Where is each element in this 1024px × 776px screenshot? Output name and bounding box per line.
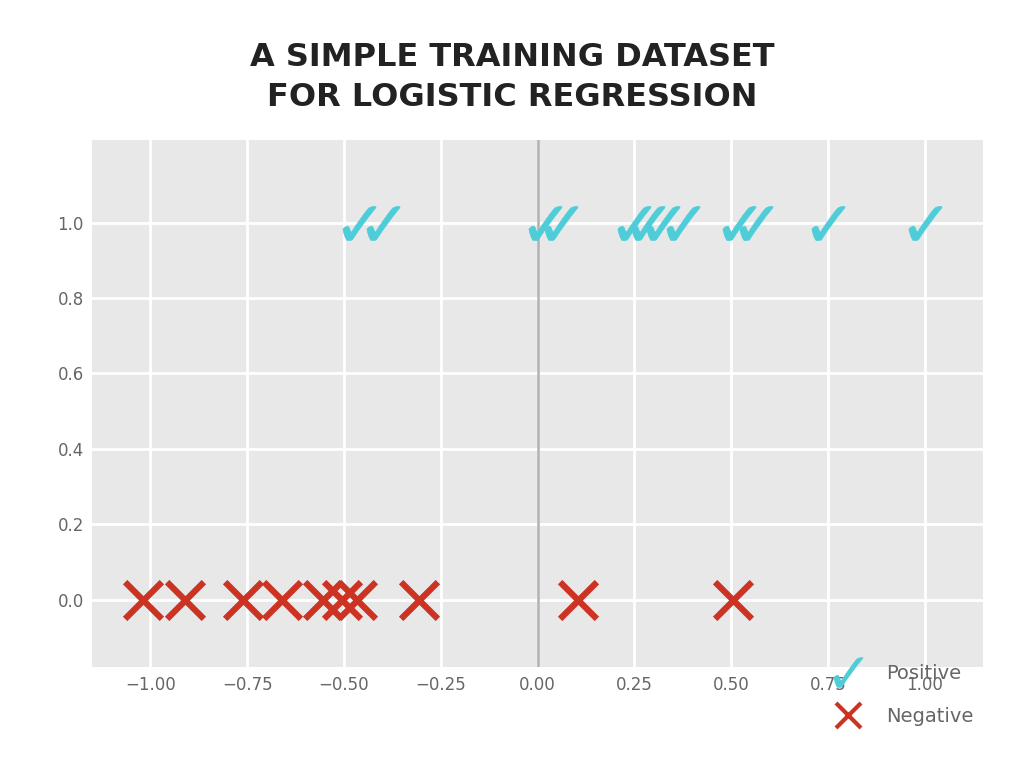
Point <box>273 594 290 606</box>
Point <box>349 594 366 606</box>
Point <box>570 594 587 606</box>
Point <box>655 217 672 229</box>
Point <box>675 217 691 229</box>
Point <box>314 594 331 606</box>
Point <box>177 594 194 606</box>
Point <box>553 217 569 229</box>
Point <box>627 217 643 229</box>
Point <box>916 217 933 229</box>
Point <box>412 594 428 606</box>
Point <box>725 594 741 606</box>
Point <box>538 217 554 229</box>
Point <box>134 594 151 606</box>
Point <box>334 594 350 606</box>
Point <box>375 217 391 229</box>
Point <box>640 217 656 229</box>
Point <box>351 217 368 229</box>
Point <box>236 594 252 606</box>
Point <box>820 217 837 229</box>
Legend: Positive, Negative: Positive, Negative <box>818 654 984 735</box>
Point <box>731 217 748 229</box>
Point <box>749 217 765 229</box>
Text: A SIMPLE TRAINING DATASET
FOR LOGISTIC REGRESSION: A SIMPLE TRAINING DATASET FOR LOGISTIC R… <box>250 42 774 113</box>
